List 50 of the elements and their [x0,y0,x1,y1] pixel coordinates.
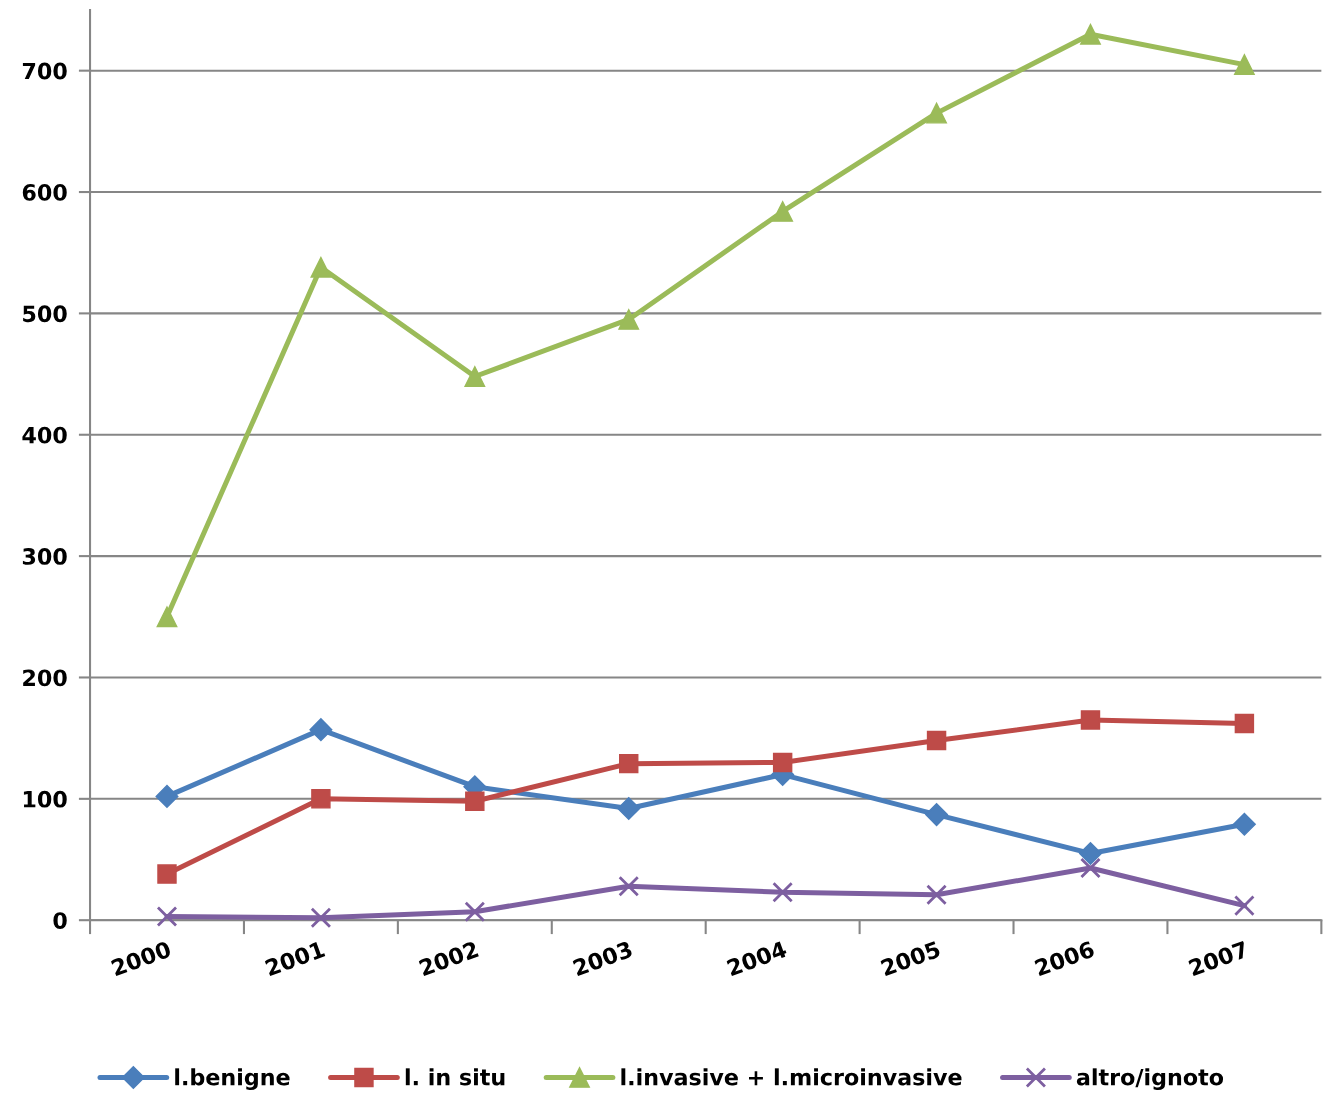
point [926,102,947,124]
point [310,907,332,929]
x-tick-label: 2002 [418,940,479,977]
point [1232,812,1256,836]
point [1233,895,1255,917]
x-tick-label: 2000 [110,940,172,977]
x-tick-label: 2003 [572,940,633,977]
y-tick-label: 600 [22,183,67,201]
x-tick-label: 2005 [880,940,941,977]
point [1233,54,1255,76]
point [772,752,793,773]
point [156,906,178,927]
point [926,730,947,751]
y-tick-label: 200 [23,669,67,687]
point [309,718,333,742]
point [772,201,794,222]
point [925,803,949,827]
y-tick-label: 100 [23,790,67,808]
point [310,256,332,278]
x-tick-label: 2004 [726,940,788,977]
point [926,884,947,906]
point [1078,841,1102,865]
point [1234,713,1255,734]
point [1080,710,1101,730]
legend-label: l.invasive + l.microinvasive [621,1068,962,1086]
point [1080,857,1101,879]
point [464,366,486,387]
point [619,753,639,774]
x-tick-label: 2007 [1188,940,1249,977]
point [617,797,641,821]
legend-label: altro/ignoto [1076,1068,1224,1090]
point [311,789,331,809]
point [157,864,177,884]
point [156,606,178,628]
point [464,901,486,923]
point [155,784,179,808]
legend-label: l. in situ [405,1068,505,1086]
point [772,881,794,903]
point [465,791,485,811]
point [1080,23,1101,45]
y-tick-label: 500 [23,305,67,323]
y-tick-label: 300 [22,548,67,565]
point [618,309,640,330]
y-tick-label: 0 [53,912,67,929]
x-tick-label: 2006 [1034,940,1096,977]
y-tick-label: 400 [22,426,67,444]
point [618,875,640,897]
y-tick-label: 700 [22,62,67,80]
x-tick-label: 2001 [264,940,326,977]
legend-label: l.benigne [175,1068,290,1090]
